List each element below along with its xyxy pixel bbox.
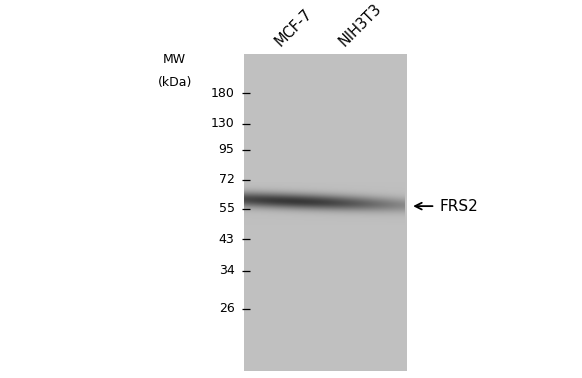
Text: 180: 180 <box>211 87 235 100</box>
Text: FRS2: FRS2 <box>439 198 478 214</box>
Text: 34: 34 <box>219 264 235 277</box>
Text: MCF-7: MCF-7 <box>272 6 315 50</box>
Text: 43: 43 <box>219 232 235 246</box>
Bar <box>244 54 407 371</box>
Text: 26: 26 <box>219 302 235 315</box>
Text: (kDa): (kDa) <box>157 76 192 89</box>
Text: 55: 55 <box>219 202 235 215</box>
Text: NIH3T3: NIH3T3 <box>336 1 384 50</box>
Text: 130: 130 <box>211 117 235 130</box>
Text: MW: MW <box>163 53 186 66</box>
Text: 72: 72 <box>219 174 235 186</box>
Text: 95: 95 <box>219 143 235 156</box>
